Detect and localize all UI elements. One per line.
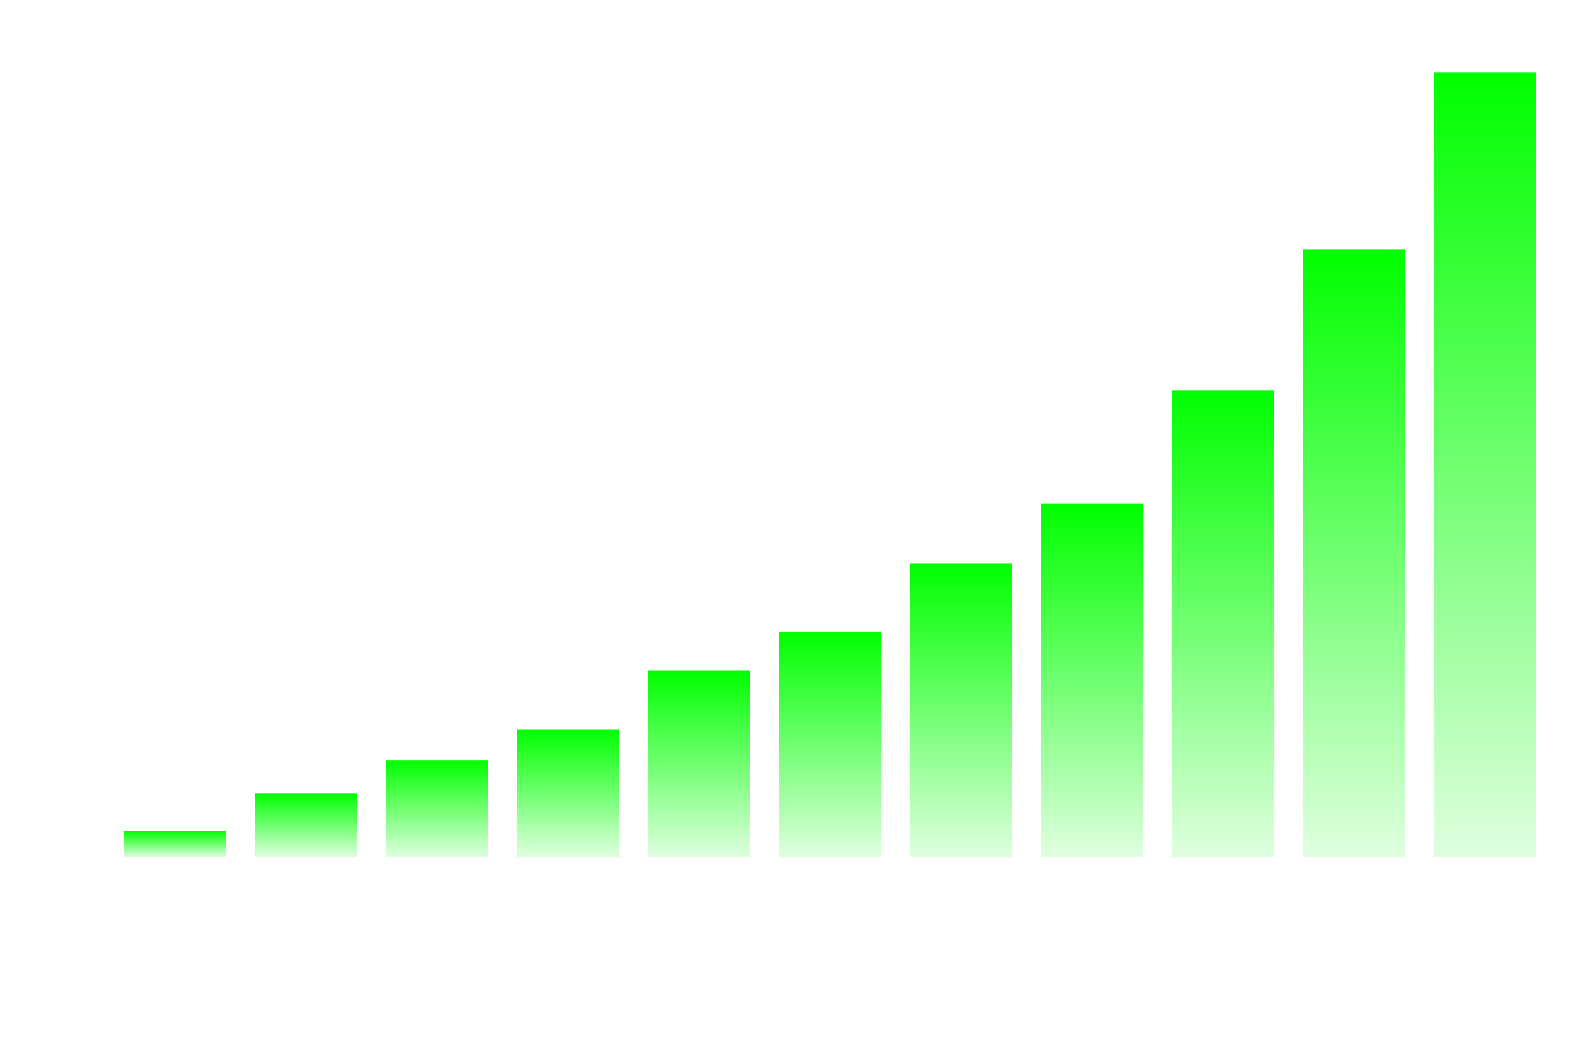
bar-11 (1434, 72, 1536, 857)
bar-9 (1172, 390, 1274, 857)
bar-6 (779, 631, 881, 857)
bar-2 (255, 793, 357, 857)
bar-7 (910, 563, 1012, 857)
bar-4 (517, 729, 619, 857)
bar-10 (1303, 249, 1405, 857)
bar-5 (648, 670, 750, 857)
bar-3 (386, 760, 488, 857)
bar-1 (124, 831, 226, 857)
bar-8 (1041, 503, 1143, 857)
bars-layer (124, 72, 1536, 857)
